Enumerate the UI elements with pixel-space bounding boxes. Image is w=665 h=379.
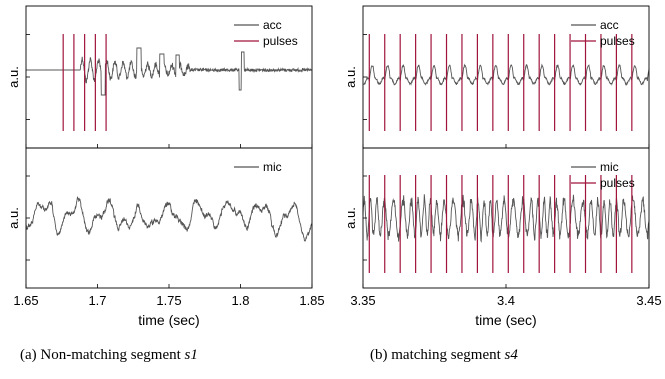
b-top-legend-label-1: pulses [600,34,635,48]
panel-b-xlabel: time (sec) [475,312,536,328]
b-bottom-legend-label-1: pulses [600,176,635,190]
a-top-legend-label-1: pulses [263,34,298,48]
panel-b-xtick-label-1: 3.4 [497,293,515,308]
panel-a-xlabel: time (sec) [138,312,199,328]
panel-a-xtick-label-2: 1.75 [156,293,181,308]
figure-canvas: a.u. acc pulses a.u. mic a.u. acc pulses a.u. mic… [6,5,662,328]
b-top-ylabel: a.u. [343,66,358,88]
caption-a-prefix: (a) Non-matching segment [20,347,181,363]
a-top-legend-label-0: acc [263,18,282,32]
b-bottom-mic-line [362,194,650,243]
b-bottom-ylabel: a.u. [343,207,358,229]
panel-b-xtick-label-0: 3.35 [350,293,375,308]
panel-a-xtick-label-4: 1.85 [299,293,324,308]
panel-a-xtick-label-0: 1.65 [13,293,38,308]
panel-b-xtick-label-2: 3.45 [636,293,661,308]
caption-a-segment: s1 [184,347,198,363]
caption-b-segment: s4 [504,347,518,363]
b-top-acc-line [362,63,650,86]
panel-a-xtick-label-3: 1.8 [231,293,249,308]
a-bottom-mic-line [25,196,313,242]
a-bottom-legend-label-0: mic [263,160,282,174]
a-bottom-ylabel: a.u. [6,207,21,229]
caption-b: (b) matching segment s4 [370,347,518,364]
a-top-ylabel: a.u. [6,66,21,88]
panel-a-xtick-label-1: 1.7 [88,293,106,308]
a-top-acc-line [26,47,313,96]
b-top-legend-label-0: acc [600,18,619,32]
caption-b-prefix: (b) matching segment [370,347,501,363]
b-bottom-legend-label-0: mic [600,160,619,174]
caption-a: (a) Non-matching segment s1 [20,347,198,364]
